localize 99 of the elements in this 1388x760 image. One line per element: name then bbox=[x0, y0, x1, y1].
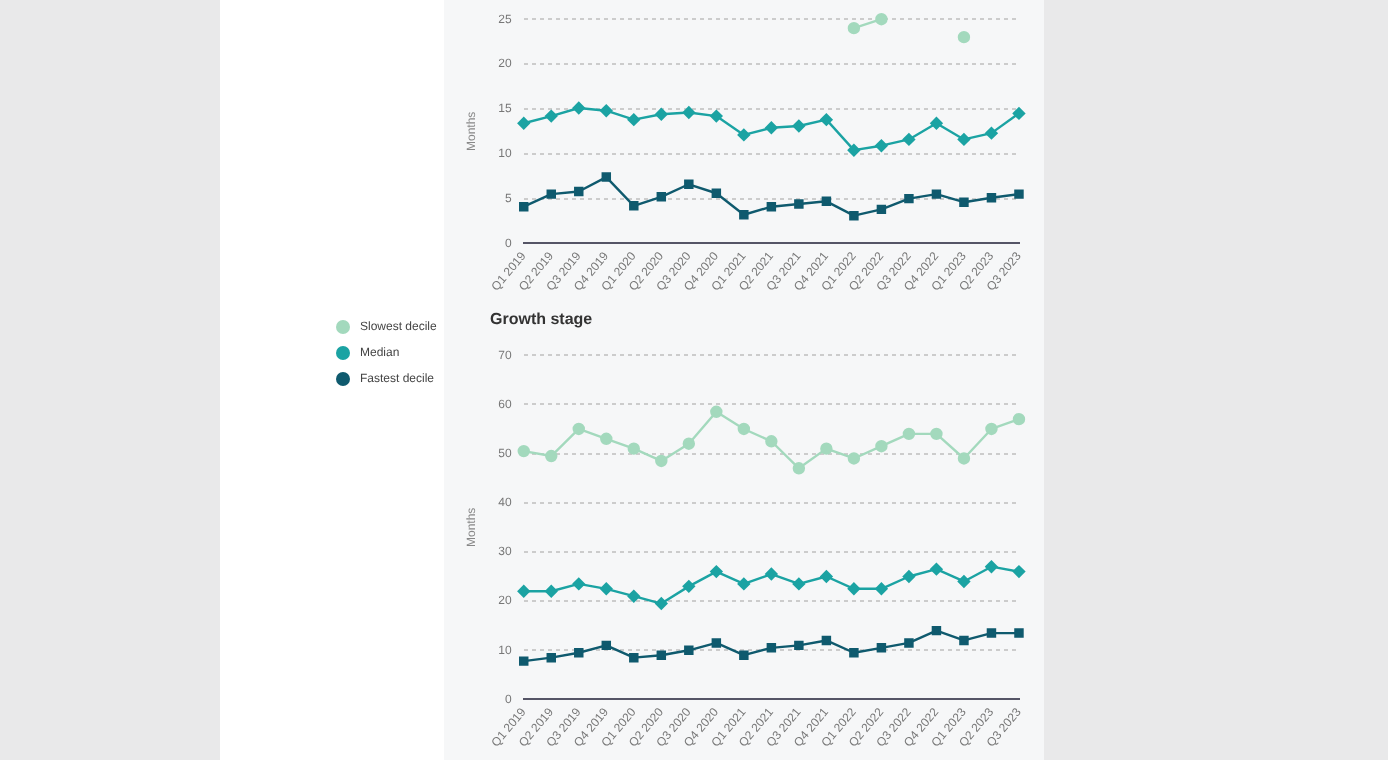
point bbox=[904, 638, 914, 648]
point bbox=[739, 210, 749, 220]
point bbox=[794, 199, 804, 209]
point bbox=[517, 585, 530, 598]
point bbox=[930, 562, 943, 576]
point bbox=[682, 106, 696, 119]
point bbox=[655, 597, 668, 610]
point bbox=[545, 449, 558, 463]
point bbox=[711, 188, 722, 198]
point bbox=[849, 648, 859, 658]
point bbox=[600, 582, 613, 596]
point bbox=[765, 435, 778, 448]
point bbox=[519, 656, 529, 666]
point bbox=[847, 582, 861, 596]
point bbox=[684, 645, 694, 656]
point bbox=[847, 21, 861, 35]
point bbox=[765, 567, 778, 581]
point bbox=[820, 570, 833, 583]
point bbox=[711, 638, 722, 648]
point bbox=[710, 405, 723, 418]
point bbox=[849, 210, 859, 221]
point bbox=[765, 121, 778, 134]
point bbox=[1012, 412, 1026, 426]
point bbox=[794, 640, 804, 651]
point bbox=[629, 652, 639, 663]
point bbox=[572, 577, 585, 591]
point bbox=[545, 585, 558, 598]
point bbox=[986, 192, 997, 203]
point bbox=[574, 648, 584, 658]
point bbox=[682, 437, 696, 450]
point bbox=[875, 139, 888, 152]
point bbox=[572, 422, 585, 436]
point bbox=[792, 119, 806, 133]
point bbox=[985, 126, 998, 140]
point bbox=[985, 422, 998, 436]
chart-title: Growth stage bbox=[490, 310, 593, 328]
point bbox=[710, 109, 723, 123]
point bbox=[959, 197, 969, 207]
point bbox=[737, 128, 751, 142]
point bbox=[792, 577, 806, 591]
point bbox=[517, 444, 530, 458]
point bbox=[655, 454, 668, 468]
point bbox=[876, 204, 887, 215]
point bbox=[656, 650, 667, 660]
point bbox=[627, 113, 640, 126]
point bbox=[545, 109, 558, 123]
point bbox=[847, 143, 861, 157]
point bbox=[519, 201, 529, 212]
point bbox=[902, 570, 916, 583]
point bbox=[546, 189, 556, 199]
point bbox=[821, 635, 832, 646]
point bbox=[629, 201, 639, 211]
point bbox=[600, 104, 613, 117]
point bbox=[517, 117, 530, 130]
point bbox=[820, 442, 833, 455]
point bbox=[902, 427, 916, 441]
point bbox=[904, 193, 914, 204]
point bbox=[737, 422, 751, 436]
point bbox=[876, 643, 887, 653]
point bbox=[1012, 107, 1026, 120]
point bbox=[820, 113, 833, 126]
point bbox=[627, 442, 640, 455]
point bbox=[957, 575, 971, 588]
point bbox=[821, 196, 832, 207]
point bbox=[601, 640, 612, 651]
point bbox=[930, 427, 943, 441]
point bbox=[601, 172, 612, 182]
point bbox=[739, 650, 749, 660]
point bbox=[627, 589, 640, 603]
point bbox=[710, 565, 723, 578]
point bbox=[902, 133, 916, 146]
point bbox=[931, 625, 942, 636]
point bbox=[1012, 565, 1026, 578]
point bbox=[684, 179, 694, 189]
point bbox=[875, 13, 888, 26]
point bbox=[572, 101, 585, 115]
point bbox=[1014, 628, 1024, 638]
point bbox=[986, 628, 997, 638]
point bbox=[875, 439, 888, 453]
point bbox=[574, 186, 584, 197]
point bbox=[546, 652, 556, 663]
point bbox=[847, 452, 861, 465]
point bbox=[792, 462, 806, 475]
point bbox=[930, 117, 943, 130]
point bbox=[931, 189, 942, 199]
point bbox=[1014, 189, 1024, 199]
point bbox=[957, 30, 971, 44]
point bbox=[957, 452, 971, 465]
point bbox=[656, 192, 667, 202]
point bbox=[682, 580, 696, 593]
point bbox=[766, 643, 777, 653]
point bbox=[959, 635, 969, 646]
point bbox=[737, 577, 751, 591]
point bbox=[957, 133, 971, 146]
point bbox=[766, 201, 777, 212]
point bbox=[875, 582, 888, 596]
point bbox=[655, 108, 668, 121]
point bbox=[600, 432, 613, 446]
point bbox=[985, 560, 998, 573]
